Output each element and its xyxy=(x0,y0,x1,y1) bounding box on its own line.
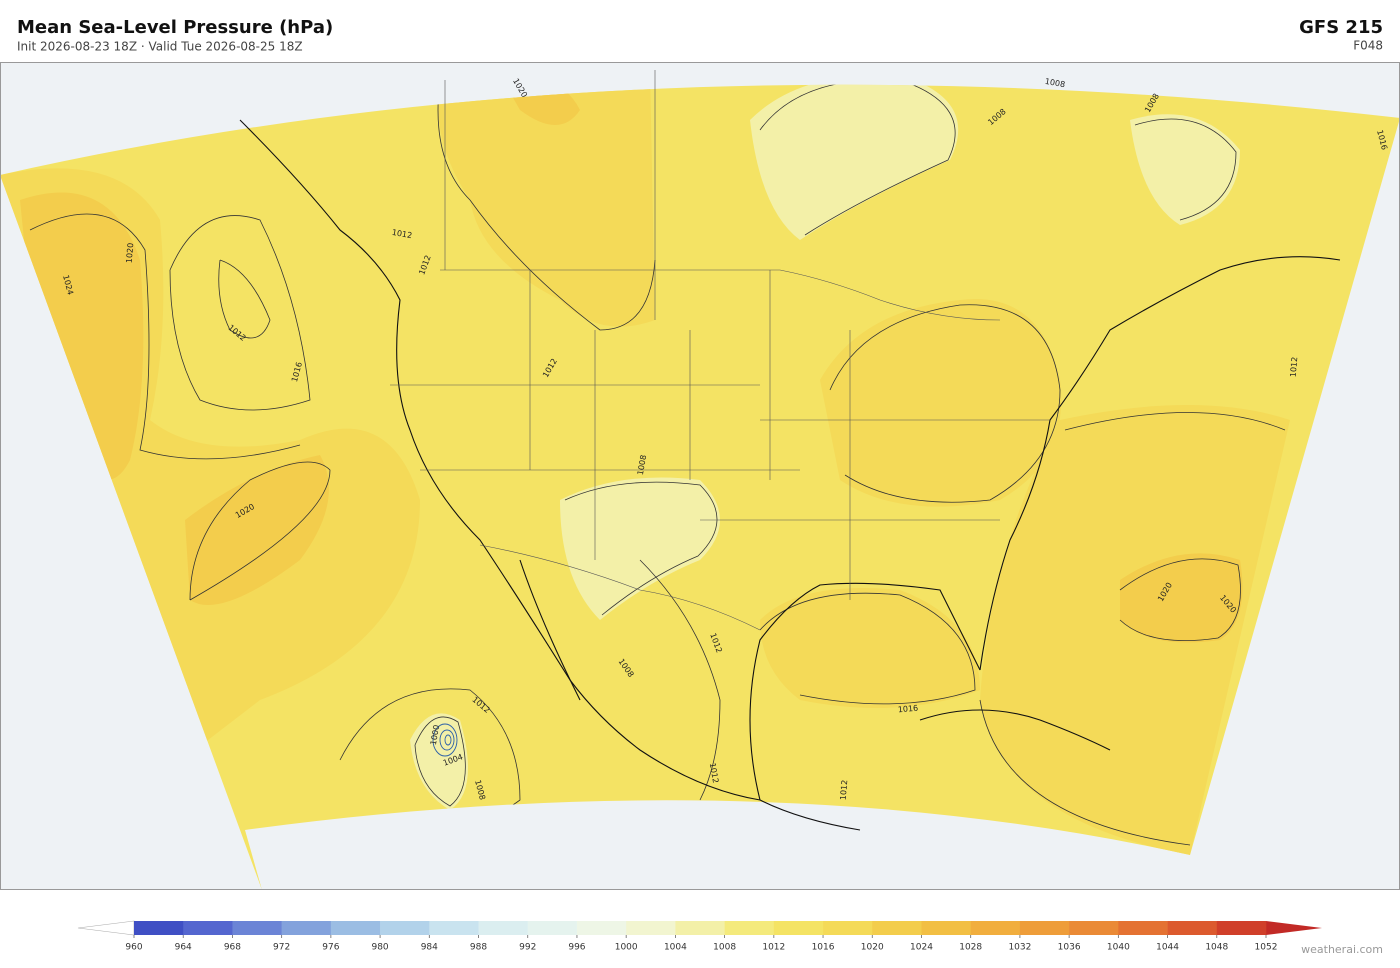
colorbar-under xyxy=(77,920,135,936)
contour-label: 1008 xyxy=(1044,77,1066,89)
model: GFS 215 xyxy=(1299,17,1383,38)
pressure-field xyxy=(0,84,1400,890)
colorbar-swatch xyxy=(429,921,479,935)
colorbar-tick-label: 976 xyxy=(322,943,339,953)
colorbar-tick-label: 964 xyxy=(175,943,192,953)
contour-label: 1016 xyxy=(897,704,918,715)
colorbar-swatch xyxy=(872,921,922,935)
colorbar-swatch xyxy=(1118,921,1168,935)
colorbar-tick-label: 1012 xyxy=(762,943,785,953)
colorbar-swatch xyxy=(134,921,184,935)
forecast-hour: F048 xyxy=(1353,39,1383,53)
title: Mean Sea-Level Pressure (hPa) xyxy=(17,17,333,38)
colorbar-tick-label: 992 xyxy=(519,943,536,953)
colorbar-tick-label: 968 xyxy=(224,943,241,953)
colorbar-swatch xyxy=(823,921,873,935)
colorbar-swatch xyxy=(675,921,725,935)
colorbar-tick-label: 972 xyxy=(273,943,290,953)
colorbar-tick-label: 988 xyxy=(470,943,487,953)
coastlines xyxy=(239,119,1341,831)
colorbar-tick-label: 1000 xyxy=(615,943,638,953)
contour-label: 1012 xyxy=(839,779,850,800)
colorbar: 960 964 968 972 976 980 984 988 992 996 1000 1004 10… xyxy=(77,920,1322,953)
colorbar-swatch xyxy=(281,921,332,935)
colorbar-tick-label: 1016 xyxy=(812,943,835,953)
colorbar-swatch xyxy=(921,921,971,935)
colorbar-swatch xyxy=(970,921,1021,935)
colorbar-swatch xyxy=(773,921,824,935)
colorbar-swatch xyxy=(478,921,529,935)
colorbar-tick-label: 1008 xyxy=(713,943,736,953)
colorbar-tick-label: 1032 xyxy=(1008,943,1031,953)
borders xyxy=(390,70,1050,631)
colorbar-tick-label: 1044 xyxy=(1156,943,1179,953)
colorbar-swatch xyxy=(1019,921,1070,935)
colorbar-tick-label: 1028 xyxy=(959,943,982,953)
colorbar-swatch xyxy=(380,921,430,935)
contour-label: 1012 xyxy=(708,762,720,784)
colorbar-swatch xyxy=(1167,921,1218,935)
watermark: weatherai.com xyxy=(1301,943,1383,956)
colorbar-swatch xyxy=(1069,921,1119,935)
colorbar-tick-label: 1024 xyxy=(910,943,933,953)
colorbar-tick-label: 1020 xyxy=(861,943,884,953)
colorbar-swatch xyxy=(724,921,775,935)
colorbar-tick-label: 960 xyxy=(125,943,142,953)
colorbar-tick-label: 1052 xyxy=(1255,943,1278,953)
colorbar-tick-label: 1048 xyxy=(1205,943,1228,953)
colorbar-tick-label: 1036 xyxy=(1058,943,1081,953)
colorbar-swatch xyxy=(626,921,676,935)
colorbar-tick-label: 1004 xyxy=(664,943,687,953)
contour-label: 1012 xyxy=(391,228,413,240)
colorbar-swatch xyxy=(1216,921,1267,935)
colorbar-swatch xyxy=(576,921,627,935)
colorbar-swatch xyxy=(232,921,282,935)
subtitle: Init 2026-08-23 18Z · Valid Tue 2026-08-… xyxy=(17,40,303,54)
contour-label: 1000 xyxy=(429,724,441,746)
colorbar-tick-label: 996 xyxy=(568,943,585,953)
contour-label: 1008 xyxy=(636,454,648,476)
contour-label: 1012 xyxy=(1289,356,1300,377)
colorbar-over xyxy=(1266,921,1322,935)
colorbar-tick-label: 984 xyxy=(421,943,438,953)
colorbar-tick-label: 1040 xyxy=(1107,943,1130,953)
map: 1020 100810081008101610121012102010241012… xyxy=(0,62,1400,890)
colorbar-tick-label: 980 xyxy=(371,943,388,953)
contour-label: 1020 xyxy=(125,242,136,263)
colorbar-swatch xyxy=(330,921,381,935)
colorbar-swatch xyxy=(183,921,233,935)
colorbar-swatch xyxy=(527,921,578,935)
